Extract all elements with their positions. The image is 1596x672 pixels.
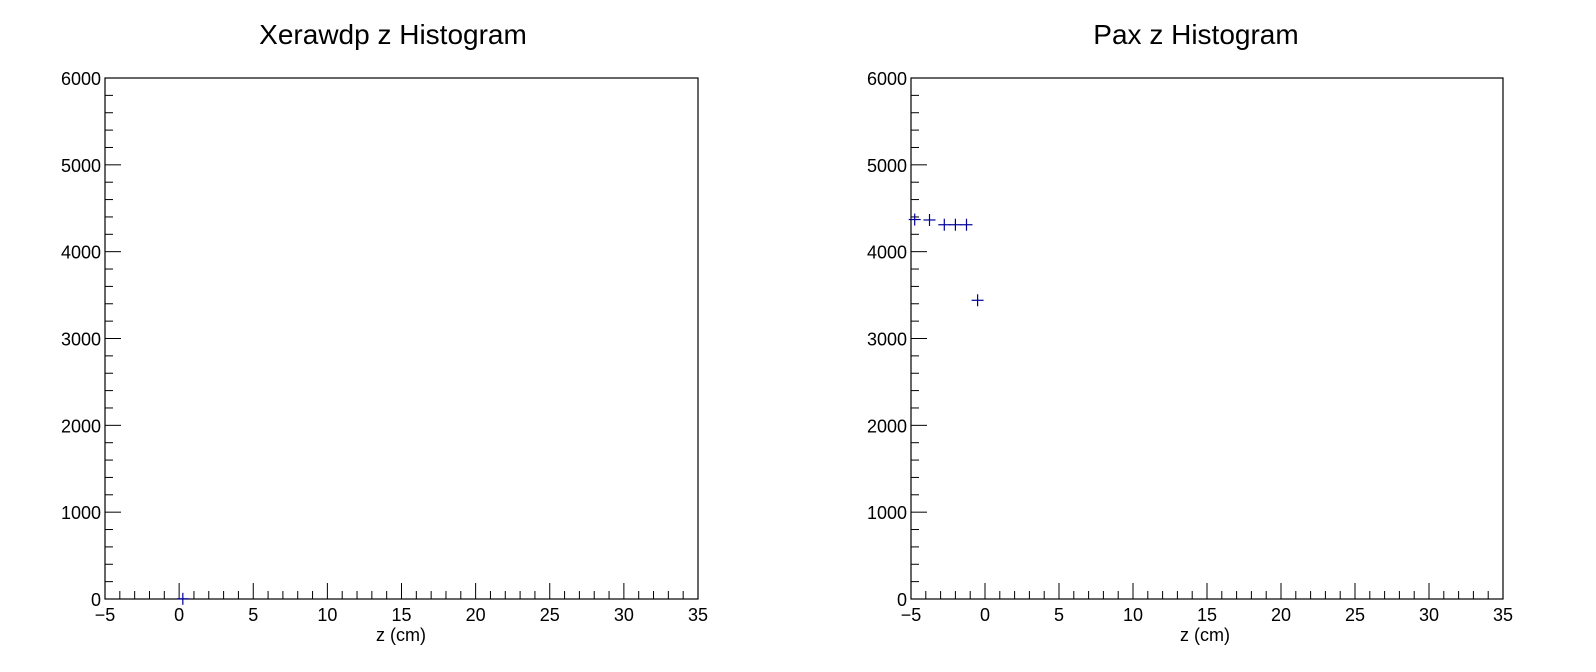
y-tick-label: 5000 [61, 156, 101, 176]
y-tick-label: 3000 [867, 330, 907, 350]
data-point [971, 294, 984, 307]
x-tick-label: 5 [1054, 605, 1064, 625]
x-tick-label: 10 [1123, 605, 1143, 625]
x-tick-label: 25 [540, 605, 560, 625]
data-points [176, 592, 189, 605]
y-tick-label: 5000 [867, 156, 907, 176]
panel-pax-z-histogram: Pax z Histogram −5 0 5 10 15 20 25 30 3501000200… [867, 19, 1513, 645]
data-point [176, 592, 189, 605]
y-tick-label: 2000 [61, 416, 101, 436]
x-tick-label: 20 [1271, 605, 1291, 625]
y-tick-label: 1000 [61, 503, 101, 523]
y-tick-label: 6000 [61, 69, 101, 89]
x-axis-label: z (cm) [1180, 625, 1230, 645]
x-tick-label: 0 [174, 605, 184, 625]
x-tick-label: 15 [1197, 605, 1217, 625]
x-tick-label: 30 [1419, 605, 1439, 625]
x-tick-label: 0 [980, 605, 990, 625]
x-tick-label: 30 [614, 605, 634, 625]
chart-title: Pax z Histogram [1093, 19, 1298, 50]
y-tick-label: 0 [91, 590, 101, 610]
y-tick-label: 4000 [867, 243, 907, 263]
panel-xerawdp-z-histogram: Xerawdp z Histogram −5 0 5 10 15 20 25 30 350100… [61, 19, 708, 645]
x-axis-label: z (cm) [376, 625, 426, 645]
x-tick-label: 25 [1345, 605, 1365, 625]
x-tick-label: 5 [248, 605, 258, 625]
x-tick-label: −5 [95, 605, 116, 625]
y-tick-label: 0 [897, 590, 907, 610]
x-tick-label: 10 [317, 605, 337, 625]
data-point [908, 213, 921, 226]
x-tick-label: 15 [391, 605, 411, 625]
data-point [949, 218, 962, 231]
data-points [908, 213, 984, 307]
data-point [923, 213, 936, 226]
y-tick-label: 6000 [867, 69, 907, 89]
y-tick-label: 4000 [61, 243, 101, 263]
x-tick-label: 20 [466, 605, 486, 625]
y-tick-label: 3000 [61, 330, 101, 350]
x-tick-label: 35 [688, 605, 708, 625]
x-tick-label: 35 [1493, 605, 1513, 625]
y-tick-label: 1000 [867, 503, 907, 523]
data-point [960, 218, 973, 231]
axis-ticks: −5 0 5 10 15 20 25 30 35010002000300040005000600… [61, 69, 708, 625]
y-tick-label: 2000 [867, 416, 907, 436]
data-point [938, 218, 951, 231]
axis-ticks: −5 0 5 10 15 20 25 30 35010002000300040005000600… [867, 69, 1513, 625]
chart-title: Xerawdp z Histogram [259, 19, 527, 50]
x-tick-label: −5 [901, 605, 922, 625]
